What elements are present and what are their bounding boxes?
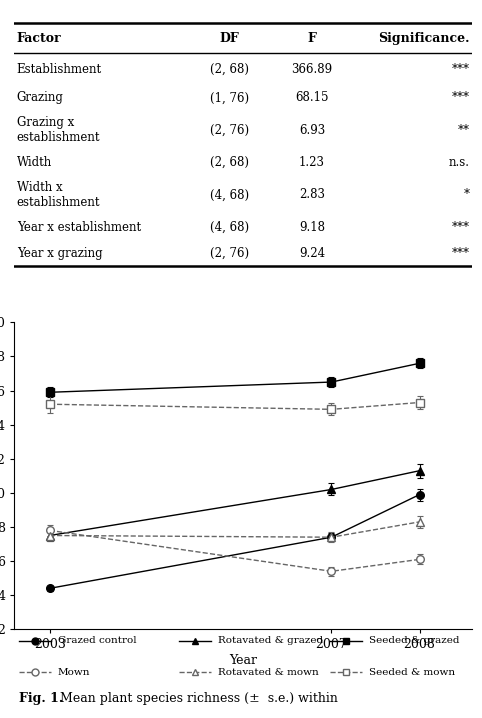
Text: Mown: Mown [58, 668, 91, 676]
Text: Factor: Factor [17, 32, 61, 45]
Text: Fig. 1.: Fig. 1. [19, 692, 63, 705]
Text: 9.18: 9.18 [299, 220, 325, 234]
Text: (4, 68): (4, 68) [210, 188, 249, 202]
Text: Establishment: Establishment [17, 62, 102, 75]
Text: *: * [464, 188, 470, 202]
Text: 366.89: 366.89 [292, 62, 333, 75]
Text: 6.93: 6.93 [299, 123, 325, 136]
Text: DF: DF [220, 32, 240, 45]
Text: **: ** [458, 123, 470, 136]
Text: (2, 76): (2, 76) [210, 123, 249, 136]
Text: (2, 76): (2, 76) [210, 247, 249, 260]
Text: Mean plant species richness (±  s.e.) within: Mean plant species richness (± s.e.) wit… [52, 692, 338, 705]
Text: Year x grazing: Year x grazing [17, 247, 102, 260]
Text: Year x establishment: Year x establishment [17, 220, 141, 234]
Text: Width x
establishment: Width x establishment [17, 181, 100, 209]
Text: 2.83: 2.83 [299, 188, 325, 202]
Text: Rotavated & grazed: Rotavated & grazed [218, 636, 323, 645]
Text: (2, 68): (2, 68) [210, 156, 249, 169]
Text: F: F [308, 32, 317, 45]
Text: Rotavated & mown: Rotavated & mown [218, 668, 319, 676]
Text: Grazing: Grazing [17, 91, 64, 104]
Text: ***: *** [452, 220, 470, 234]
Text: ***: *** [452, 91, 470, 104]
Text: Width: Width [17, 156, 52, 169]
Text: (1, 76): (1, 76) [210, 91, 249, 104]
Text: (4, 68): (4, 68) [210, 220, 249, 234]
X-axis label: Year: Year [229, 654, 257, 667]
Text: (2, 68): (2, 68) [210, 62, 249, 75]
Text: 9.24: 9.24 [299, 247, 325, 260]
Text: Seeded & grazed: Seeded & grazed [369, 636, 460, 645]
Text: 1.23: 1.23 [299, 156, 325, 169]
Text: Grazing x
establishment: Grazing x establishment [17, 116, 100, 144]
Text: 68.15: 68.15 [295, 91, 329, 104]
Text: ***: *** [452, 247, 470, 260]
Text: Significance.: Significance. [378, 32, 470, 45]
Text: n.s.: n.s. [449, 156, 470, 169]
Text: Grazed control: Grazed control [58, 636, 136, 645]
Text: Seeded & mown: Seeded & mown [369, 668, 455, 676]
Text: ***: *** [452, 62, 470, 75]
